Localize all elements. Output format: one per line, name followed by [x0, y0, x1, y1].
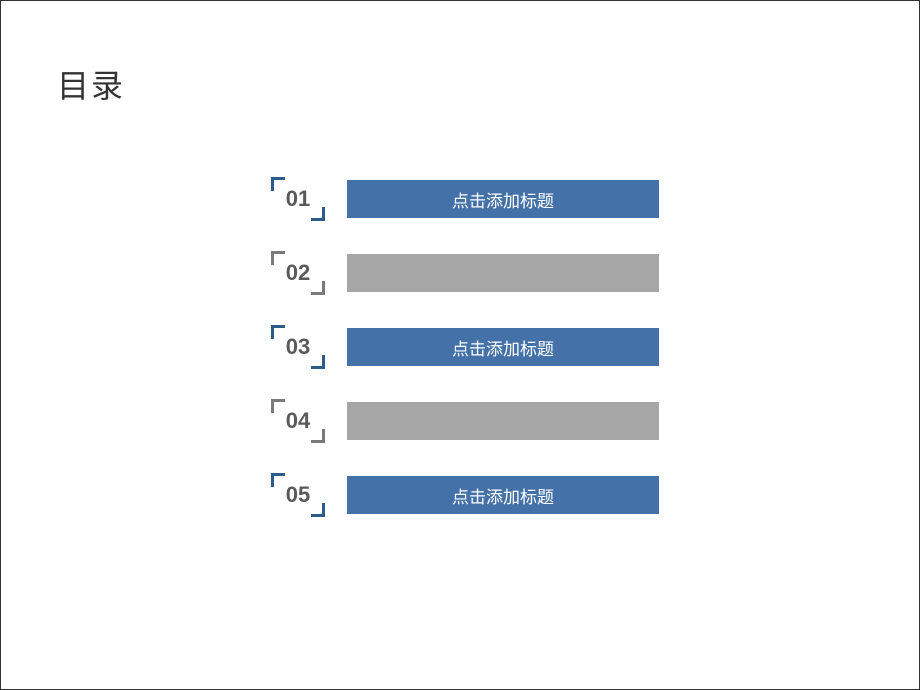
toc-number-box: 03: [273, 327, 323, 367]
toc-list: 01 点击添加标题 02 03 点击添加标题 04 05 点击添加标题: [273, 179, 659, 515]
toc-item[interactable]: 03 点击添加标题: [273, 327, 659, 367]
bracket-bottom-right-icon: [311, 281, 325, 295]
bracket-top-left-icon: [271, 177, 285, 191]
toc-number-box: 01: [273, 179, 323, 219]
toc-label-bar[interactable]: 点击添加标题: [347, 180, 659, 218]
bracket-top-left-icon: [271, 473, 285, 487]
toc-label-bar[interactable]: [347, 402, 659, 440]
bracket-top-left-icon: [271, 251, 285, 265]
toc-item[interactable]: 02: [273, 253, 659, 293]
toc-number-box: 02: [273, 253, 323, 293]
bracket-bottom-right-icon: [311, 503, 325, 517]
toc-number-box: 04: [273, 401, 323, 441]
toc-item[interactable]: 01 点击添加标题: [273, 179, 659, 219]
toc-label-bar[interactable]: [347, 254, 659, 292]
toc-number: 03: [286, 334, 310, 360]
toc-number: 05: [286, 482, 310, 508]
page-title: 目录: [57, 61, 125, 107]
toc-label-bar[interactable]: 点击添加标题: [347, 476, 659, 514]
bracket-top-left-icon: [271, 325, 285, 339]
bracket-top-left-icon: [271, 399, 285, 413]
toc-item[interactable]: 05 点击添加标题: [273, 475, 659, 515]
bracket-bottom-right-icon: [311, 355, 325, 369]
toc-item[interactable]: 04: [273, 401, 659, 441]
toc-number: 02: [286, 260, 310, 286]
toc-number: 04: [286, 408, 310, 434]
bracket-bottom-right-icon: [311, 207, 325, 221]
toc-label-bar[interactable]: 点击添加标题: [347, 328, 659, 366]
toc-number: 01: [286, 186, 310, 212]
toc-number-box: 05: [273, 475, 323, 515]
bracket-bottom-right-icon: [311, 429, 325, 443]
